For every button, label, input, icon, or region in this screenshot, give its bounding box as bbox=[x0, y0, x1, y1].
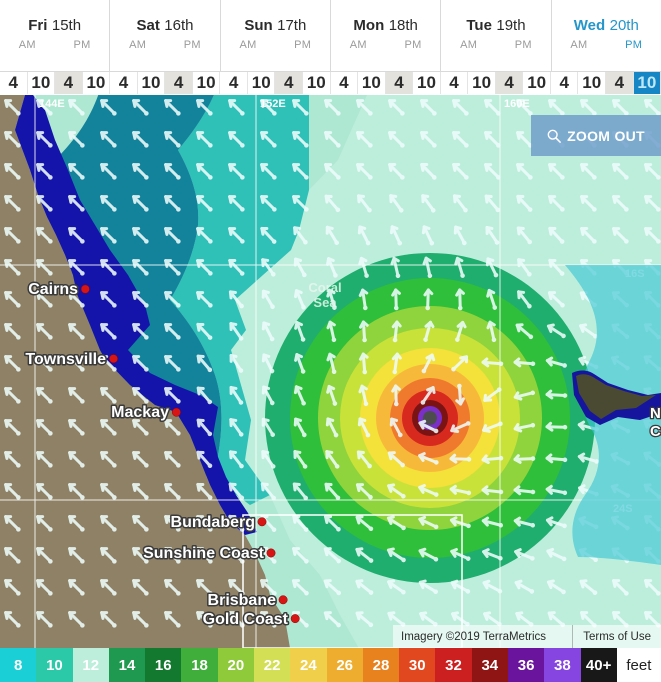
svg-text:Gold Coast: Gold Coast bbox=[203, 611, 289, 628]
svg-text:Cairns: Cairns bbox=[28, 281, 78, 298]
svg-text:Brisbane: Brisbane bbox=[208, 592, 277, 609]
svg-text:New: New bbox=[650, 405, 661, 422]
svg-text:Sunshine Coast: Sunshine Coast bbox=[143, 545, 265, 562]
svg-text:160E: 160E bbox=[504, 98, 530, 110]
svg-text:Mackay: Mackay bbox=[111, 404, 169, 421]
svg-text:Caled: Caled bbox=[650, 423, 661, 440]
svg-text:Coral: Coral bbox=[308, 280, 341, 295]
svg-text:Bundaberg: Bundaberg bbox=[171, 514, 255, 531]
svg-text:Sea: Sea bbox=[313, 295, 337, 310]
svg-text:Townsville: Townsville bbox=[25, 351, 106, 368]
svg-text:144E: 144E bbox=[39, 98, 65, 110]
svg-text:152E: 152E bbox=[260, 98, 286, 110]
